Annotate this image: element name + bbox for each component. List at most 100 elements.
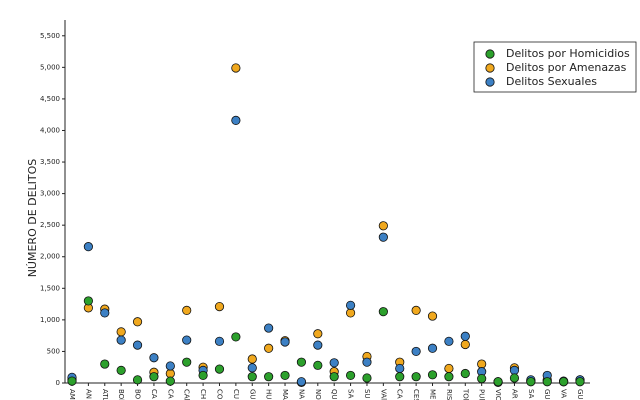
y-tick-label: 2,000 — [40, 253, 60, 261]
point — [100, 308, 110, 318]
y-tick-label: 0 — [56, 379, 60, 387]
y-tick-label: 1,000 — [40, 316, 60, 324]
x-tick-label: VAl — [379, 389, 387, 400]
x-tick-label: SA — [347, 389, 355, 399]
point — [444, 336, 454, 346]
legend-marker — [485, 49, 495, 59]
point — [477, 373, 487, 384]
point — [395, 363, 405, 374]
x-tick-label: SU — [363, 389, 371, 399]
point — [264, 323, 274, 333]
point — [116, 335, 126, 345]
point — [575, 377, 585, 387]
x-tick-label: HU — [265, 389, 273, 399]
x-tick-label: VIC — [494, 389, 502, 400]
point — [296, 357, 307, 367]
legend-label: Delitos por Amenazas — [506, 61, 627, 74]
point — [526, 377, 536, 387]
point — [165, 361, 175, 371]
point — [395, 372, 405, 382]
point — [264, 343, 274, 353]
point — [214, 302, 225, 312]
x-tick-label: NA — [297, 389, 305, 399]
y-tick-label: 500 — [47, 347, 60, 355]
x-tick-label: AN — [84, 389, 92, 399]
x-tick-label: BO — [134, 389, 142, 400]
x-tick-label: CO — [215, 389, 223, 400]
point — [378, 221, 388, 231]
point — [214, 336, 225, 346]
point — [460, 368, 470, 379]
legend-marker — [485, 77, 495, 87]
point — [427, 343, 438, 353]
point — [231, 332, 241, 342]
point — [198, 370, 208, 381]
point — [132, 317, 143, 327]
y-tick-label: 1,500 — [40, 284, 60, 292]
point — [149, 372, 159, 382]
point — [264, 372, 274, 382]
y-axis-label: NÚMERO DE DELITOS — [26, 159, 39, 278]
y-tick-label: 3,500 — [40, 158, 60, 166]
x-tick-label: GU — [543, 389, 551, 400]
x-tick-label: CA — [166, 389, 174, 399]
x-tick-label: CA — [150, 389, 158, 399]
point — [493, 377, 503, 387]
point — [165, 368, 175, 379]
point — [444, 363, 454, 374]
legend-label: Delitos Sexuales — [506, 75, 597, 88]
point — [411, 305, 421, 315]
point — [559, 377, 569, 387]
x-tick-label: ATL — [101, 389, 109, 400]
point — [100, 359, 110, 369]
point — [345, 300, 356, 310]
point — [247, 363, 257, 373]
y-tick-label: 4,000 — [40, 126, 60, 134]
point — [149, 353, 159, 363]
point — [509, 373, 520, 383]
point — [214, 364, 225, 374]
x-tick-label: CES — [412, 389, 420, 400]
point — [182, 305, 192, 315]
point — [362, 357, 372, 367]
point — [378, 232, 388, 242]
point — [231, 63, 241, 73]
point — [132, 340, 143, 350]
point — [378, 307, 388, 317]
point — [329, 372, 339, 382]
legend-box — [473, 41, 637, 93]
point — [411, 346, 421, 357]
y-tick-label: 3,000 — [40, 190, 60, 198]
x-tick-label: RIS — [445, 389, 453, 400]
point — [313, 329, 323, 339]
point — [132, 375, 143, 385]
point — [247, 372, 257, 382]
x-tick-label: CH — [199, 389, 207, 399]
point — [280, 370, 290, 381]
x-tick-label: BOl — [117, 389, 125, 400]
point — [542, 377, 552, 387]
x-tick-label: TOl — [461, 388, 469, 400]
point — [329, 358, 339, 368]
legend-marker — [485, 63, 495, 73]
y-tick-label: 4,500 — [40, 95, 60, 103]
point — [509, 365, 520, 375]
point — [231, 115, 241, 125]
point — [116, 327, 126, 337]
point — [444, 372, 454, 382]
point — [345, 308, 356, 318]
point — [411, 372, 421, 382]
x-tick-label: QU — [330, 389, 338, 400]
x-tick-label: AM — [68, 389, 76, 400]
x-tick-label: VA — [560, 389, 568, 398]
y-tick-label: 5,000 — [40, 63, 60, 71]
point — [67, 376, 77, 386]
legend-label: Delitos por Homicidios — [506, 47, 630, 60]
point — [83, 296, 93, 306]
x-tick-label: GU — [248, 389, 256, 400]
point — [83, 242, 93, 252]
x-tick-label: PUl — [478, 389, 486, 400]
x-tick-label: CA — [396, 389, 404, 399]
point — [182, 335, 192, 345]
